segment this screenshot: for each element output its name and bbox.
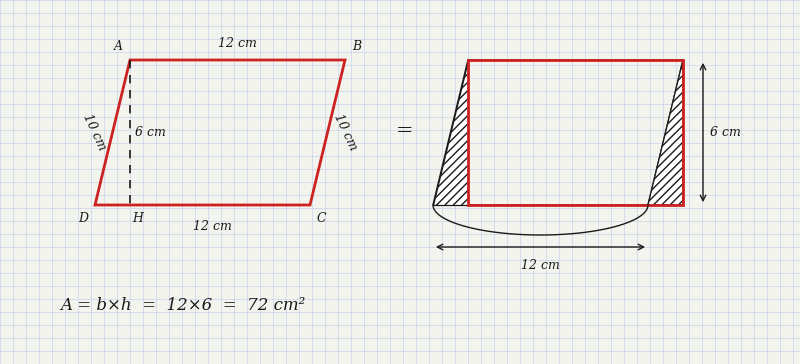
Text: A = b×h  =  12×6  =  72 cm²: A = b×h = 12×6 = 72 cm² bbox=[60, 297, 306, 313]
Polygon shape bbox=[433, 60, 468, 205]
Text: H: H bbox=[132, 212, 143, 225]
Text: A: A bbox=[114, 40, 123, 53]
Text: B: B bbox=[352, 40, 361, 53]
Text: D: D bbox=[78, 212, 88, 225]
Text: 12 cm: 12 cm bbox=[218, 37, 257, 50]
Text: 12 cm: 12 cm bbox=[521, 259, 560, 272]
Text: =: = bbox=[396, 120, 414, 139]
Text: C: C bbox=[317, 212, 326, 225]
Text: 10 cm: 10 cm bbox=[331, 112, 360, 153]
Text: 10 cm: 10 cm bbox=[80, 112, 109, 153]
Text: 12 cm: 12 cm bbox=[193, 220, 232, 233]
Polygon shape bbox=[648, 60, 683, 205]
Text: 6 cm: 6 cm bbox=[135, 126, 166, 139]
Text: 6 cm: 6 cm bbox=[710, 126, 741, 139]
